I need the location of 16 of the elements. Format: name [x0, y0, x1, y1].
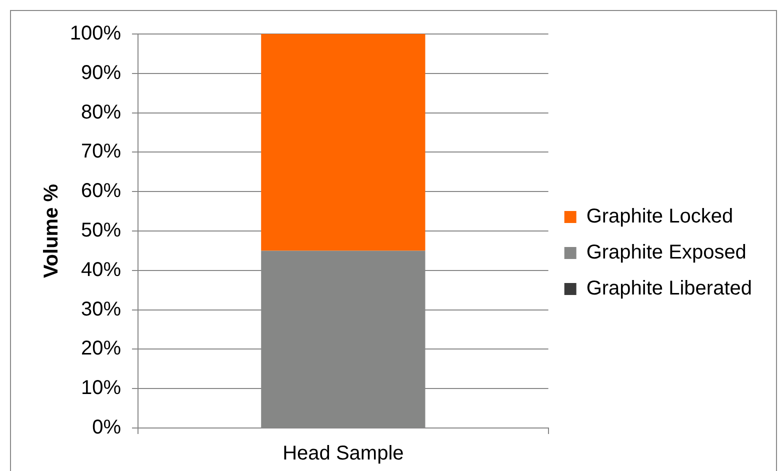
legend-label: Graphite Liberated [586, 278, 752, 300]
y-tick-label: 60% [80, 180, 122, 202]
legend-label: Graphite Exposed [586, 242, 746, 264]
y-tick-label: 10% [80, 377, 122, 400]
y-tick-label: 70% [80, 140, 122, 163]
y-tick-label: 0% [92, 416, 122, 439]
y-tick-label: 20% [80, 338, 122, 360]
y-tick-label: 40% [80, 258, 122, 281]
y-tick-label: 50% [80, 220, 122, 242]
y-axis-title: Volume % [40, 184, 63, 278]
y-tick-label: 30% [80, 298, 122, 320]
legend-label: Graphite Locked [586, 206, 734, 228]
y-tick-label: 90% [80, 62, 122, 84]
x-tick-label: Head Sample [282, 442, 404, 465]
y-tick-label: 100% [70, 22, 122, 45]
y-tick-label: 80% [80, 101, 122, 124]
